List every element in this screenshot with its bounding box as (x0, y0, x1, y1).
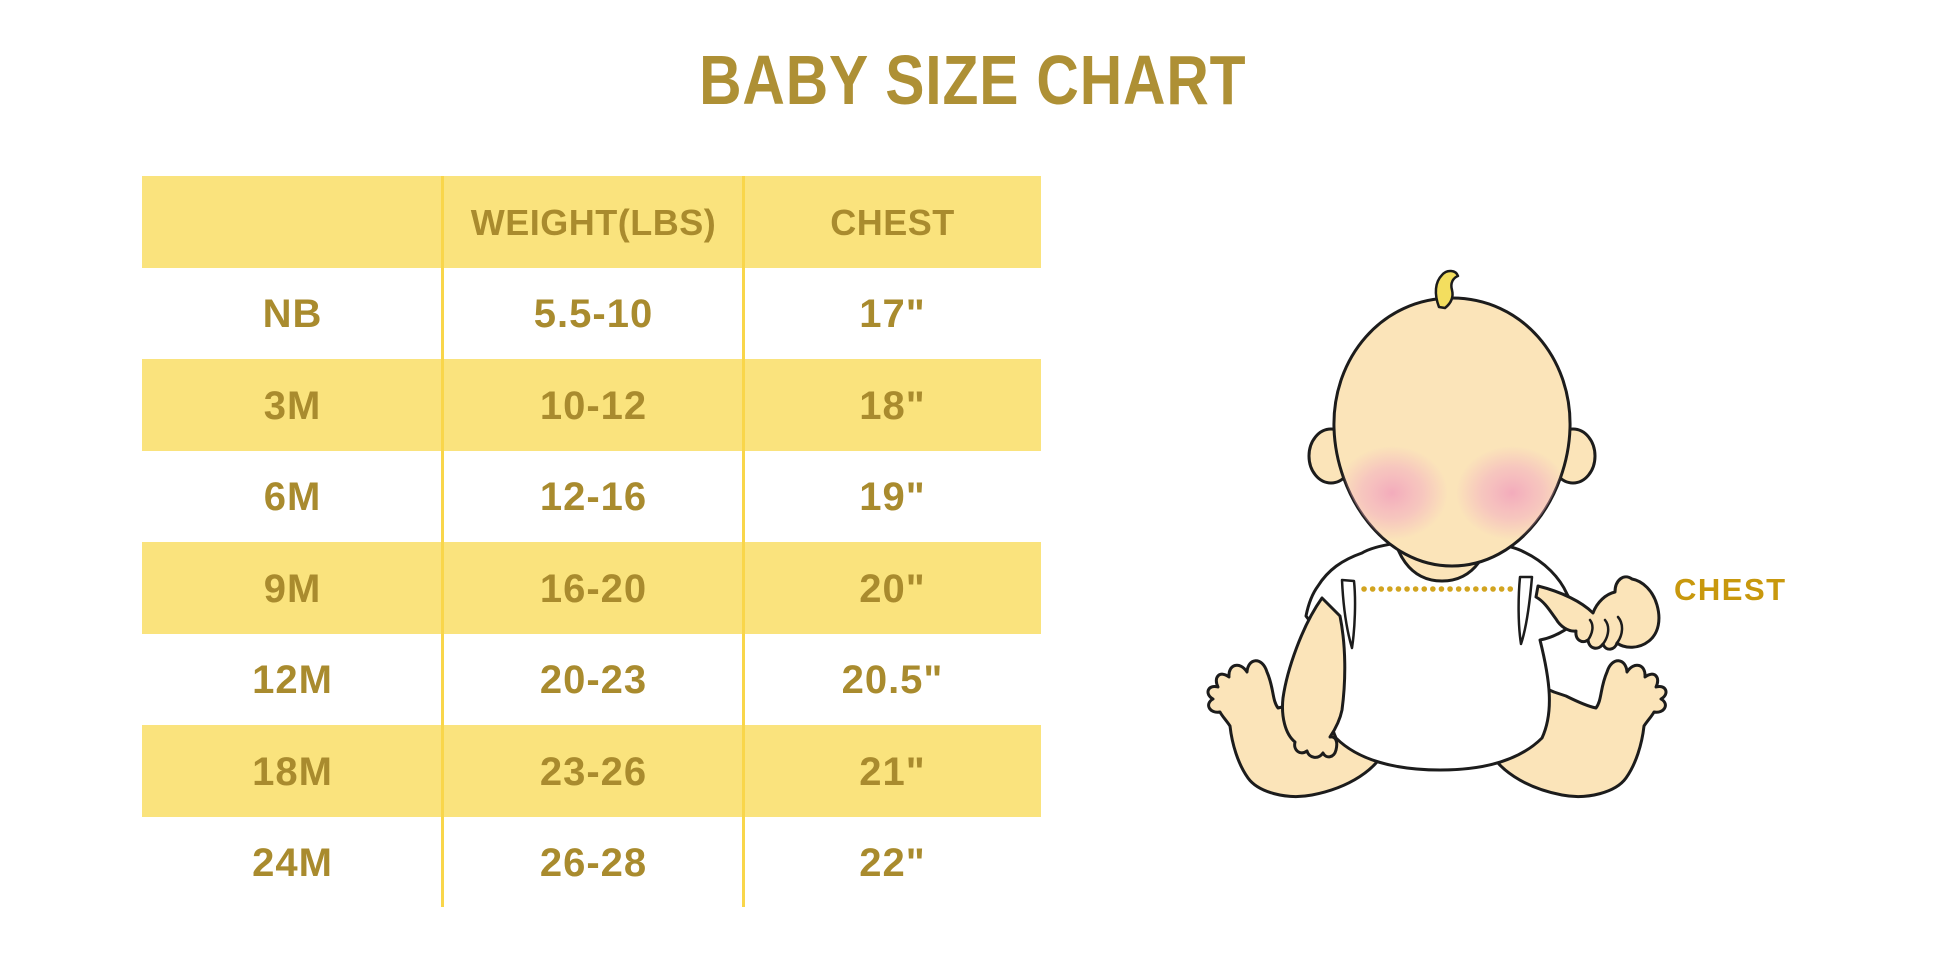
cell-weight: 20-23 (539, 658, 648, 703)
header-cell-chest: CHEST (830, 201, 955, 243)
table-row: 3M 10-12 18" (142, 359, 1041, 451)
cell-size: NB (262, 292, 323, 337)
baby-right-arm-fist (1534, 575, 1661, 651)
cell-chest: 20.5" (841, 658, 944, 703)
cell-weight: 12-16 (539, 475, 648, 520)
cell-size: 18M (252, 749, 333, 794)
baby-sleeve-tips (1340, 575, 1534, 650)
table-row: 6M 12-16 19" (142, 451, 1041, 543)
cell-chest: 22" (859, 841, 926, 886)
table-row: 18M 23-26 21" (142, 725, 1041, 817)
baby-head (1332, 296, 1572, 568)
cell-size: 3M (263, 383, 322, 428)
header-cell-weight: WEIGHT(LBS) (470, 201, 717, 243)
page-title-text: BABY SIZE CHART (699, 41, 1247, 119)
column-divider-1 (441, 176, 444, 907)
cell-weight: 26-28 (539, 841, 648, 886)
cell-weight: 23-26 (539, 749, 648, 794)
cell-weight: 10-12 (539, 383, 648, 428)
table-row: 12M 20-23 20.5" (142, 634, 1041, 726)
table-row: 24M 26-28 22" (142, 817, 1041, 909)
cell-chest: 21" (859, 749, 926, 794)
baby-hair-curl (1434, 269, 1460, 310)
cell-size: 12M (252, 658, 333, 703)
cell-size: 9M (263, 566, 322, 611)
cell-size: 24M (252, 841, 333, 886)
cell-weight: 16-20 (539, 566, 648, 611)
baby-svg (1206, 269, 1668, 798)
cell-chest: 17" (859, 292, 926, 337)
baby-onesie (1304, 538, 1579, 772)
page-title: BABY SIZE CHART (0, 40, 1946, 120)
size-table: WEIGHT(LBS) CHEST NB 5.5-10 17" 3M 10-12… (142, 176, 1041, 908)
cell-chest: 20" (859, 566, 926, 611)
table-row: 9M 16-20 20" (142, 542, 1041, 634)
header-cell-size (142, 221, 443, 223)
cell-chest: 19" (859, 475, 926, 520)
cell-size: 6M (263, 475, 322, 520)
column-divider-2 (742, 176, 745, 907)
table-header-row: WEIGHT(LBS) CHEST (142, 176, 1041, 268)
baby-illustration (1190, 250, 1670, 830)
baby-blush (1336, 446, 1568, 540)
cell-chest: 18" (859, 383, 926, 428)
baby-left-arm (1281, 596, 1347, 759)
table-row: NB 5.5-10 17" (142, 268, 1041, 360)
cell-weight: 5.5-10 (533, 292, 654, 337)
baby-fist-knuckles (1586, 615, 1624, 646)
chest-measurement-label: CHEST (1674, 572, 1787, 607)
